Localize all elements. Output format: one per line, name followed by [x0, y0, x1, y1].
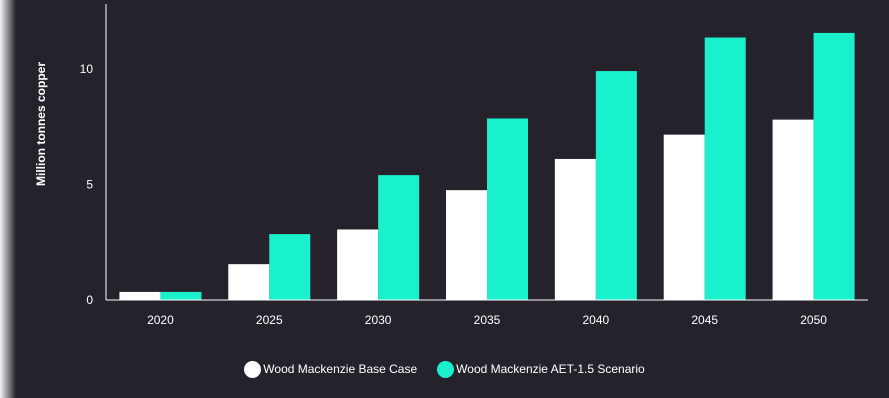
- legend: Wood Mackenzie Base Case Wood Mackenzie …: [0, 358, 889, 380]
- legend-item-base-case[interactable]: Wood Mackenzie Base Case: [244, 360, 418, 378]
- bar-aet-scenario-2035: [487, 118, 528, 300]
- y-axis-label: Million tonnes copper: [34, 62, 48, 186]
- bar-base-case-2045: [663, 134, 705, 300]
- bar-aet-scenario-2045: [704, 37, 746, 300]
- bar-base-case-2020: [119, 291, 161, 300]
- legend-swatch-base-case: [244, 360, 262, 378]
- edge-fade: [0, 0, 16, 398]
- y-tick-label-0: 0: [86, 293, 93, 307]
- bar-base-case-2040: [554, 158, 596, 300]
- legend-item-aet-scenario[interactable]: Wood Mackenzie AET-1.5 Scenario: [437, 360, 645, 378]
- x-tick-label-2030: 2030: [365, 313, 392, 327]
- x-tick-label-2040: 2040: [583, 313, 610, 327]
- x-tick-label-2025: 2025: [256, 313, 283, 327]
- bar-base-case-2030: [337, 229, 379, 300]
- x-tick-label-2045: 2045: [691, 313, 718, 327]
- x-tick-label-2050: 2050: [800, 313, 827, 327]
- y-tick-label-5: 5: [86, 177, 93, 191]
- bars-group: [119, 32, 855, 300]
- bar-base-case-2050: [772, 119, 814, 300]
- legend-label-aet-scenario: Wood Mackenzie AET-1.5 Scenario: [456, 362, 645, 376]
- x-ticks-group: 2020 2025 2030 2035 2040 2045 2050: [147, 313, 827, 327]
- bar-aet-scenario-2020: [160, 291, 202, 300]
- x-tick-label-2020: 2020: [147, 313, 174, 327]
- y-ticks-group: 0 5 10: [80, 62, 94, 307]
- legend-swatch-aet-scenario: [437, 360, 455, 378]
- y-tick-label-10: 10: [80, 62, 94, 76]
- bar-aet-scenario-2025: [269, 234, 311, 300]
- x-tick-label-2035: 2035: [474, 313, 501, 327]
- bar-base-case-2035: [446, 190, 487, 300]
- bar-aet-scenario-2050: [813, 32, 855, 300]
- bar-aet-scenario-2040: [595, 71, 637, 300]
- bar-aet-scenario-2030: [378, 175, 420, 300]
- legend-label-base-case: Wood Mackenzie Base Case: [263, 362, 418, 376]
- bar-base-case-2025: [228, 264, 270, 300]
